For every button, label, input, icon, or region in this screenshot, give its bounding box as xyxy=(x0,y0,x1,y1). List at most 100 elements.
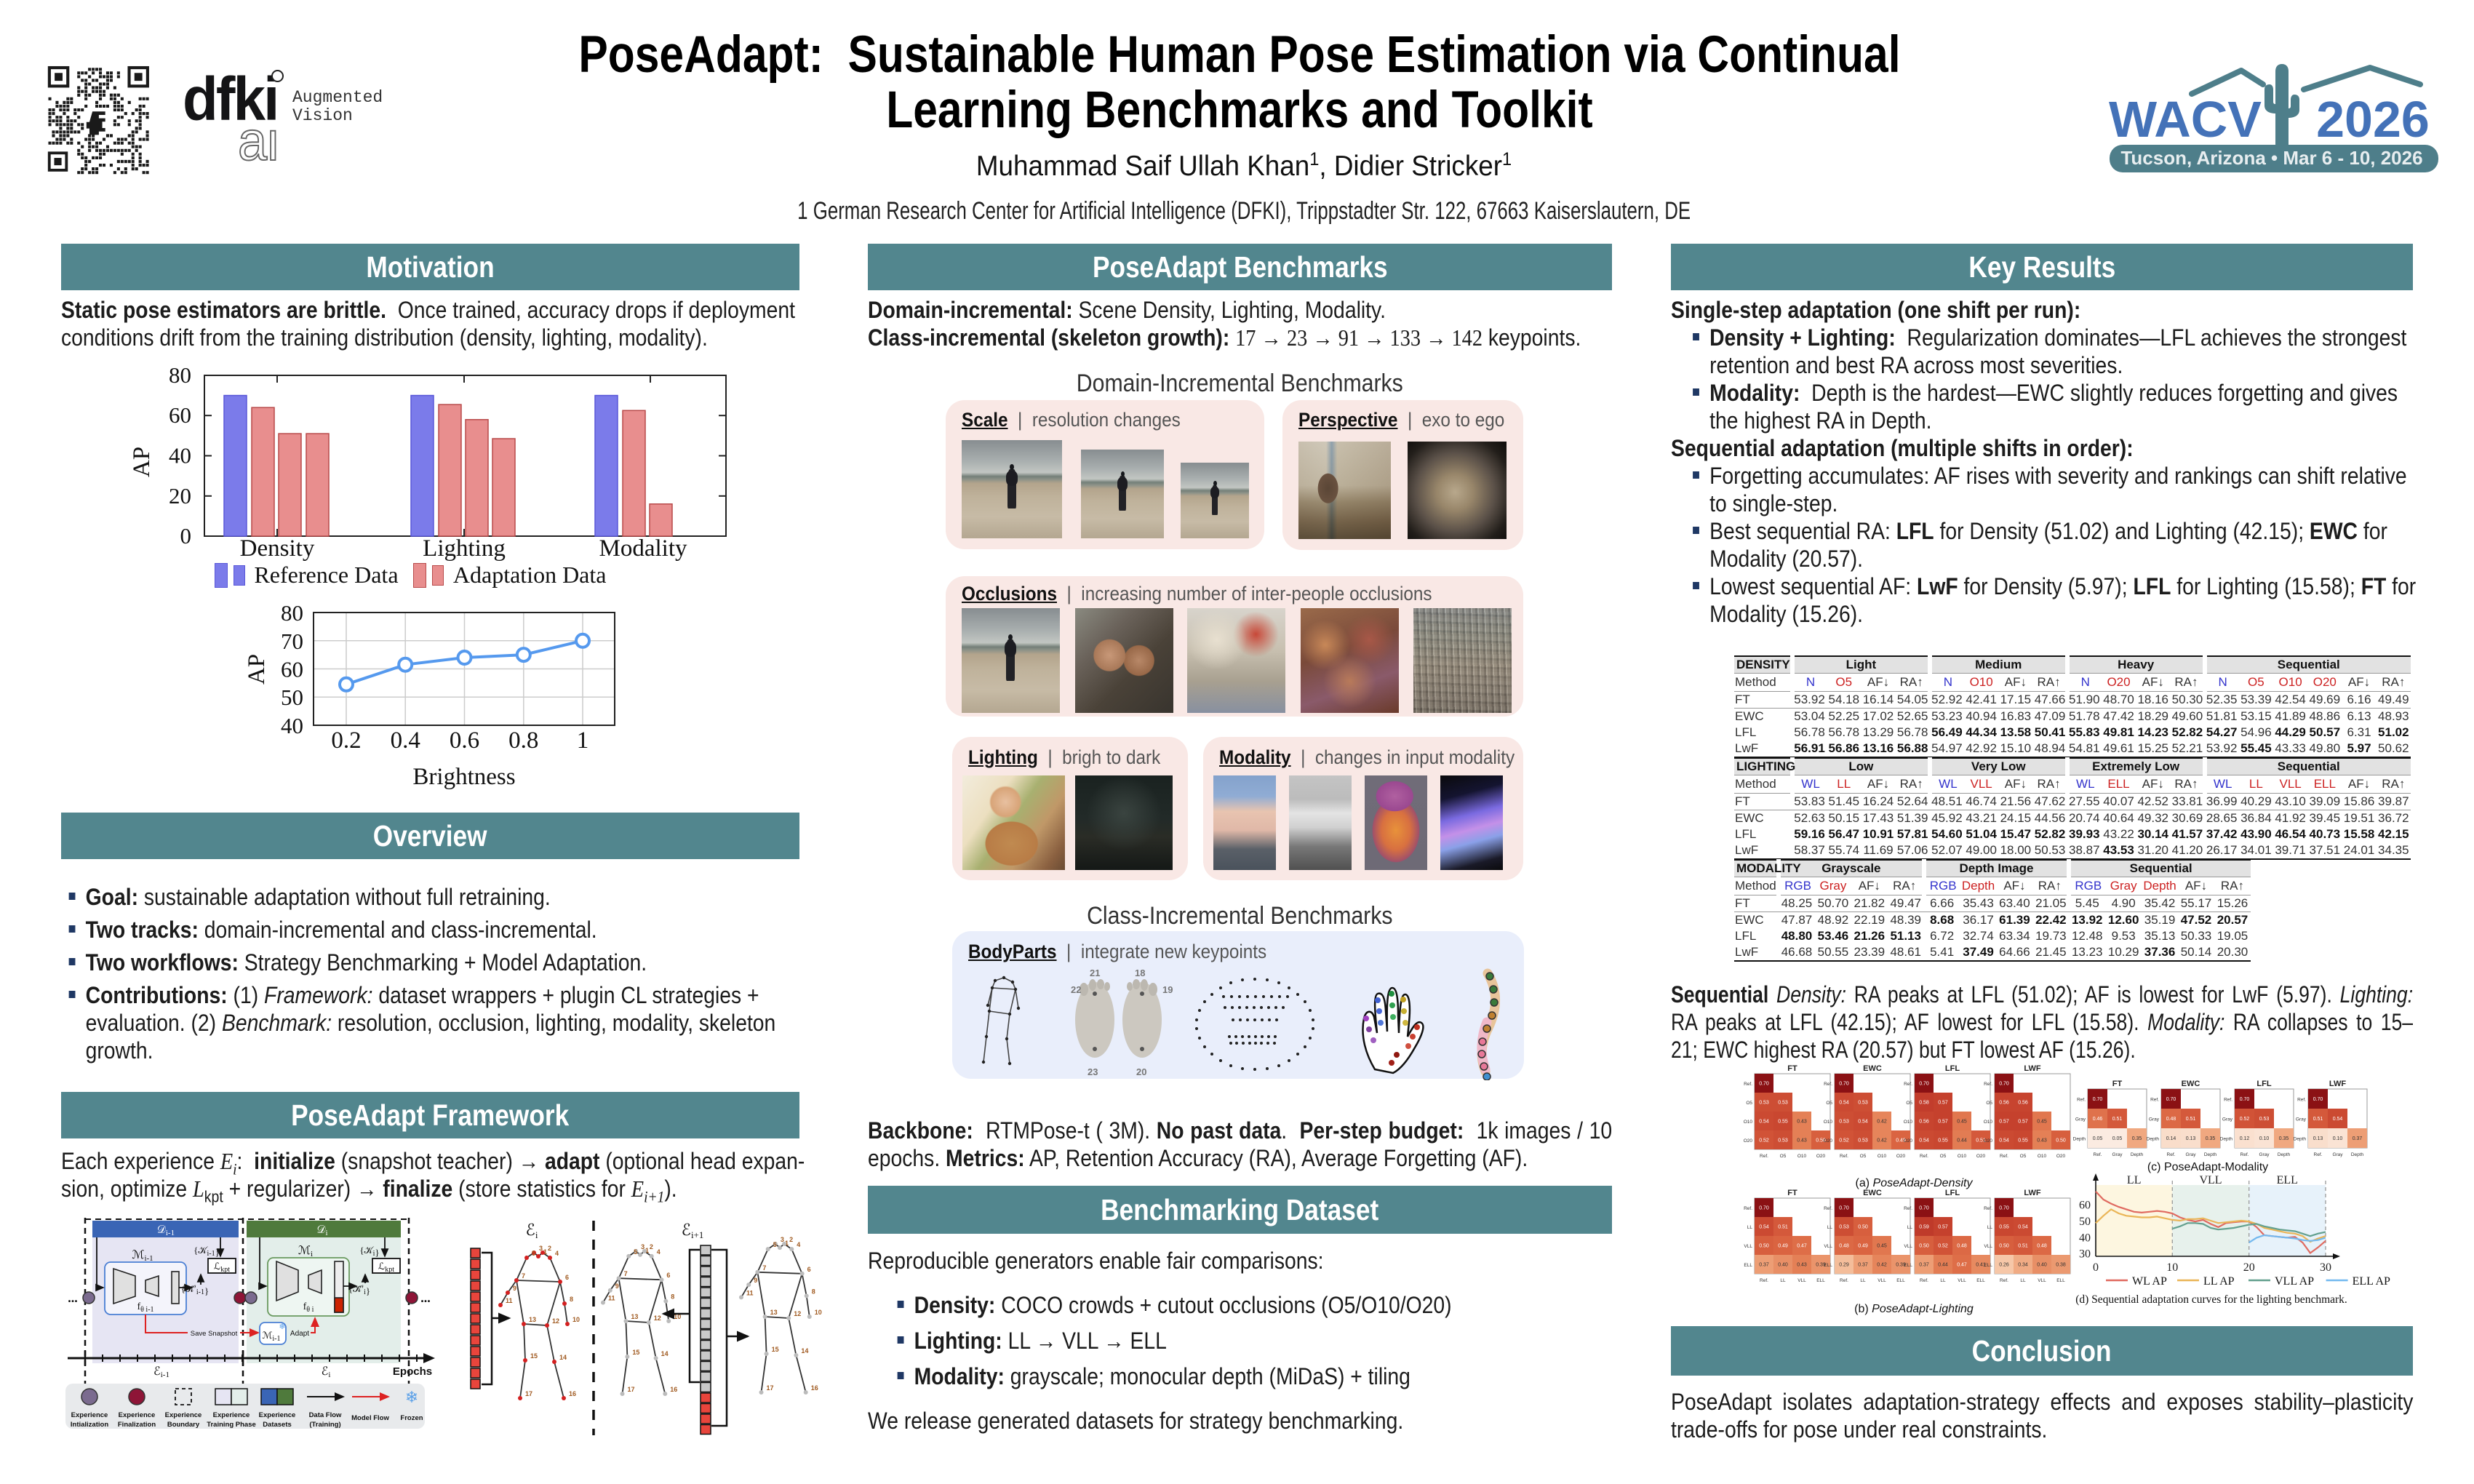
svg-text:Ref.: Ref. xyxy=(2077,1098,2086,1103)
svg-text:0.52: 0.52 xyxy=(1839,1138,1849,1144)
svg-text:LL: LL xyxy=(1780,1278,1786,1283)
svg-text:Gray: Gray xyxy=(2259,1152,2270,1157)
svg-text:0.70: 0.70 xyxy=(2093,1097,2103,1102)
svg-text:0.44: 0.44 xyxy=(1938,1263,1948,1268)
svg-text:0.57: 0.57 xyxy=(1999,1120,2009,1125)
svg-text:Boundary: Boundary xyxy=(167,1421,200,1429)
svg-text:❄: ❄ xyxy=(405,1388,418,1406)
svg-text:10: 10 xyxy=(674,1313,681,1320)
svg-text:O5: O5 xyxy=(1906,1101,1912,1106)
svg-text:0.40: 0.40 xyxy=(1778,1263,1788,1268)
svg-text:Epochs: Epochs xyxy=(393,1365,432,1378)
svg-text:0.53: 0.53 xyxy=(1839,1225,1849,1230)
svg-text:0.70: 0.70 xyxy=(1999,1082,2009,1087)
svg-text:0.43: 0.43 xyxy=(1797,1120,1807,1125)
svg-text:0.57: 0.57 xyxy=(2018,1120,2028,1125)
svg-text:0.53: 0.53 xyxy=(1839,1120,1849,1125)
svg-text:LWF: LWF xyxy=(2329,1080,2346,1088)
svg-text:Ref.: Ref. xyxy=(2297,1098,2306,1103)
svg-text:0.53: 0.53 xyxy=(1778,1138,1788,1144)
svg-text:9: 9 xyxy=(615,1282,619,1290)
svg-text:0.2: 0.2 xyxy=(331,727,361,754)
svg-text:Data Flow: Data Flow xyxy=(309,1411,342,1419)
svg-text:0.51: 0.51 xyxy=(2112,1117,2123,1122)
svg-text:𝒟i: 𝒟i xyxy=(316,1224,327,1237)
svg-text:Ref.: Ref. xyxy=(1904,1206,1912,1211)
svg-text:{𝒦i}: {𝒦i} xyxy=(359,1245,379,1258)
svg-text:12: 12 xyxy=(552,1317,559,1325)
svg-text:0.52: 0.52 xyxy=(1759,1138,1769,1144)
svg-text:LFL: LFL xyxy=(2256,1080,2271,1088)
svg-text:80: 80 xyxy=(169,364,191,388)
svg-text:Frozen: Frozen xyxy=(400,1414,423,1422)
svg-text:0.13: 0.13 xyxy=(2313,1136,2323,1141)
svg-text:Gray: Gray xyxy=(2075,1117,2086,1122)
svg-text:Depth: Depth xyxy=(2351,1152,2364,1157)
svg-text:LWF: LWF xyxy=(2024,1064,2040,1073)
svg-text:0.50: 0.50 xyxy=(2056,1138,2066,1144)
svg-text:Depth: Depth xyxy=(2131,1152,2144,1157)
svg-text:Ref.: Ref. xyxy=(1984,1206,1992,1211)
svg-text:6: 6 xyxy=(565,1274,569,1281)
svg-text:Gray: Gray xyxy=(2112,1152,2123,1157)
svg-text:ELL: ELL xyxy=(2277,1174,2298,1186)
svg-text:0.70: 0.70 xyxy=(1839,1082,1849,1087)
svg-text:0.53: 0.53 xyxy=(2259,1117,2270,1122)
svg-text:0.43: 0.43 xyxy=(2037,1138,2047,1144)
svg-text:Experience: Experience xyxy=(165,1411,202,1419)
svg-text:0.8: 0.8 xyxy=(508,727,538,754)
svg-text:Datasets: Datasets xyxy=(263,1421,292,1429)
svg-text:0.37: 0.37 xyxy=(2353,1136,2363,1141)
svg-text:Lighting: Lighting xyxy=(423,535,506,562)
svg-text:LL: LL xyxy=(2020,1278,2026,1283)
svg-text:Model Flow: Model Flow xyxy=(351,1414,389,1422)
svg-text:VLL: VLL xyxy=(1984,1244,1992,1249)
svg-text:O20: O20 xyxy=(1984,1138,1993,1144)
svg-text:Depth: Depth xyxy=(2147,1137,2160,1142)
svg-text:0.51: 0.51 xyxy=(2186,1117,2196,1122)
svg-text:0.54: 0.54 xyxy=(1839,1101,1849,1106)
svg-text:LL: LL xyxy=(1940,1278,1946,1283)
svg-text:80: 80 xyxy=(281,602,303,626)
svg-text:ELL: ELL xyxy=(1984,1263,1992,1268)
svg-text:22: 22 xyxy=(1071,984,1081,995)
svg-text:Experience: Experience xyxy=(259,1411,296,1419)
svg-text:AP: AP xyxy=(129,447,155,477)
svg-text:O5: O5 xyxy=(1940,1154,1947,1159)
svg-text:0.70: 0.70 xyxy=(2166,1097,2176,1102)
svg-text:16: 16 xyxy=(811,1384,818,1392)
svg-text:ℰi+1: ℰi+1 xyxy=(682,1221,704,1240)
svg-text:0.50: 0.50 xyxy=(1858,1225,1868,1230)
svg-text:2: 2 xyxy=(789,1236,793,1243)
svg-text:0.54: 0.54 xyxy=(2333,1117,2343,1122)
svg-text:30: 30 xyxy=(2079,1248,2091,1261)
svg-text:Ref.: Ref. xyxy=(1920,1154,1928,1159)
svg-text:ELL: ELL xyxy=(1816,1278,1825,1283)
svg-text:O5: O5 xyxy=(1826,1101,1832,1106)
svg-text:8: 8 xyxy=(570,1296,573,1303)
svg-text:Depth: Depth xyxy=(2278,1152,2291,1157)
svg-text:0.70: 0.70 xyxy=(1759,1206,1769,1211)
svg-text:0.48: 0.48 xyxy=(1839,1244,1849,1249)
svg-text:2026: 2026 xyxy=(2316,91,2430,148)
svg-text:1: 1 xyxy=(543,1248,547,1256)
svg-text:0.43: 0.43 xyxy=(1797,1138,1807,1144)
svg-text:0.51: 0.51 xyxy=(1976,1138,1986,1144)
svg-text:17: 17 xyxy=(628,1386,635,1393)
svg-text:ELL: ELL xyxy=(1976,1278,1985,1283)
svg-text:ℳi: ℳi xyxy=(298,1245,313,1258)
svg-text:0.70: 0.70 xyxy=(2240,1097,2250,1102)
svg-text:VLL: VLL xyxy=(1878,1278,1886,1283)
svg-text:Depth: Depth xyxy=(2204,1152,2217,1157)
svg-text:10: 10 xyxy=(815,1309,822,1316)
svg-text:0.53: 0.53 xyxy=(1778,1101,1788,1106)
svg-text:60: 60 xyxy=(169,402,191,428)
svg-text:(d) Sequential adaptation curv: (d) Sequential adaptation curves for the… xyxy=(2075,1293,2347,1306)
svg-text:12: 12 xyxy=(794,1310,801,1317)
svg-text:40: 40 xyxy=(2079,1232,2091,1244)
svg-text:Intialization: Intialization xyxy=(71,1421,108,1429)
svg-text:Depth: Depth xyxy=(2073,1137,2086,1142)
svg-text:VLL: VLL xyxy=(1824,1244,1832,1249)
svg-text:8: 8 xyxy=(671,1293,674,1301)
svg-text:11: 11 xyxy=(608,1295,615,1302)
